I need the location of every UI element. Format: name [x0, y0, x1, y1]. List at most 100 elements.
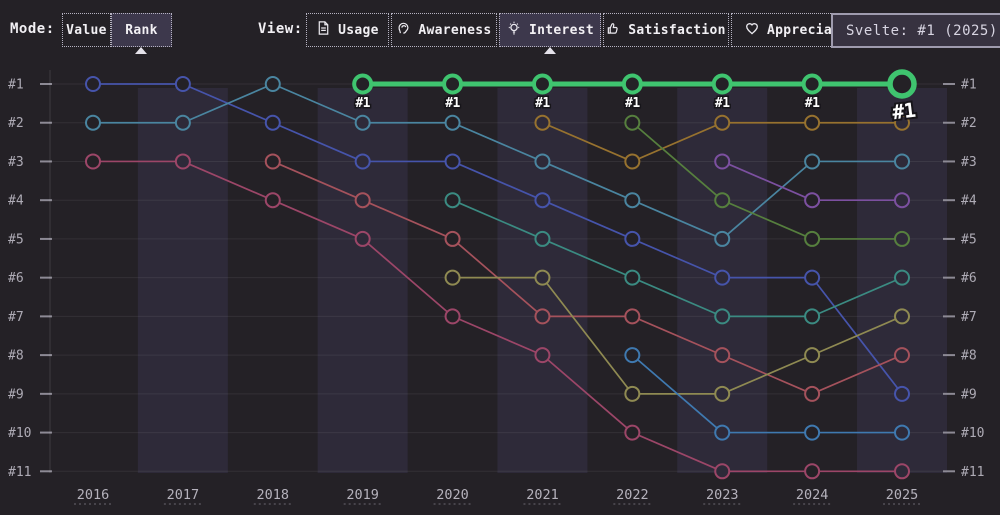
view-tab-interest[interactable]: Interest	[499, 13, 601, 47]
data-point-series-indigo-2025[interactable]	[894, 385, 911, 402]
view-tab-awareness[interactable]: Awareness	[391, 13, 497, 47]
data-point-Svelte-2019[interactable]	[352, 73, 374, 95]
data-point-series-teal-2021[interactable]	[534, 153, 551, 170]
data-point-series-rose-2025[interactable]	[894, 463, 911, 480]
data-point-series-seagreen-2022[interactable]	[624, 269, 641, 286]
data-point-series-red-2024[interactable]	[804, 385, 821, 402]
data-point-series-teal-2019[interactable]	[354, 114, 371, 131]
data-point-series-purple-2024[interactable]	[804, 192, 821, 209]
data-point-series-rose-2023[interactable]	[714, 463, 731, 480]
data-point-series-teal-2016[interactable]	[85, 114, 101, 131]
data-point-series-indigo-2021[interactable]	[534, 192, 551, 209]
data-point-series-brown-2024[interactable]	[804, 114, 821, 131]
series-line-series-steelblue	[631, 354, 903, 434]
data-point-series-rose-2024[interactable]	[804, 463, 821, 480]
data-point-Svelte-2023[interactable]	[711, 73, 733, 95]
data-point-series-indigo-2022[interactable]	[624, 230, 641, 247]
data-point-Svelte-2020[interactable]	[442, 73, 464, 95]
data-point-Svelte-2021[interactable]	[531, 73, 553, 95]
data-point-series-rose-2017[interactable]	[174, 153, 191, 170]
data-point-series-seagreen-2023[interactable]	[714, 308, 731, 325]
selected-mode-caret-icon	[135, 47, 147, 54]
year-label-2024[interactable]: 2024	[796, 487, 829, 503]
year-label-2023[interactable]: 2023	[706, 487, 739, 503]
series-line-series-red	[272, 160, 903, 395]
data-point-series-red-2025[interactable]	[894, 347, 911, 364]
year-label-2021[interactable]: 2021	[526, 487, 559, 503]
data-point-series-red-2023[interactable]	[714, 347, 731, 364]
data-point-series-khaki-2023[interactable]	[714, 385, 731, 402]
data-point-series-red-2021[interactable]	[534, 308, 551, 325]
data-point-series-teal-2018[interactable]	[264, 76, 281, 92]
rank-label-right: #10	[961, 426, 984, 441]
data-point-series-purple-2025[interactable]	[894, 192, 911, 209]
year-label-2025[interactable]: 2025	[886, 487, 919, 503]
data-point-series-rose-2020[interactable]	[444, 308, 461, 325]
year-label-2016[interactable]: 2016	[77, 487, 110, 503]
mode-button-rank[interactable]: Rank	[111, 13, 172, 47]
data-point-series-indigo-2020[interactable]	[444, 153, 461, 170]
view-tab-usage[interactable]: Usage	[306, 13, 389, 47]
data-point-series-seagreen-2021[interactable]	[534, 230, 551, 247]
view-tab-satisfaction[interactable]: Satisfaction	[603, 13, 729, 47]
data-point-series-seagreen-2020[interactable]	[444, 192, 461, 209]
data-point-series-indigo-2023[interactable]	[714, 269, 731, 286]
data-point-series-red-2020[interactable]	[444, 230, 461, 247]
data-point-series-indigo-2016[interactable]	[85, 76, 101, 92]
data-point-series-seagreen-2025[interactable]	[894, 269, 911, 286]
data-point-series-rose-2022[interactable]	[624, 424, 641, 441]
data-point-series-teal-2022[interactable]	[624, 192, 641, 209]
data-point-series-steelblue-2022[interactable]	[624, 347, 641, 364]
data-point-series-indigo-2017[interactable]	[174, 76, 191, 92]
data-point-series-teal-2017[interactable]	[174, 114, 191, 131]
data-point-series-khaki-2022[interactable]	[624, 385, 641, 402]
data-point-series-brown-2023[interactable]	[714, 114, 731, 131]
data-point-series-red-2022[interactable]	[624, 308, 641, 325]
data-point-Svelte-2025[interactable]	[887, 69, 917, 99]
year-label-2020[interactable]: 2020	[436, 487, 469, 503]
year-label-2017[interactable]: 2017	[167, 487, 200, 503]
year-label-2018[interactable]: 2018	[257, 487, 290, 503]
toolbar: Mode: Value Rank View: Usage Awareness	[0, 0, 1000, 55]
data-point-series-teal-2025[interactable]	[894, 153, 911, 170]
data-point-series-khaki-2024[interactable]	[804, 347, 821, 364]
data-point-series-green-2024[interactable]	[804, 230, 821, 247]
data-point-series-khaki-2020[interactable]	[444, 269, 461, 286]
rank-label-right: #6	[961, 271, 977, 286]
data-point-series-rose-2019[interactable]	[354, 230, 371, 247]
data-point-series-brown-2021[interactable]	[534, 114, 551, 131]
svelte-rank-annotation-2019: #1	[355, 96, 370, 111]
data-point-series-teal-2023[interactable]	[714, 230, 731, 247]
data-point-series-steelblue-2024[interactable]	[804, 424, 821, 441]
data-point-series-purple-2023[interactable]	[714, 153, 731, 170]
data-point-series-teal-2024[interactable]	[804, 153, 821, 170]
data-point-series-khaki-2025[interactable]	[894, 308, 911, 325]
data-point-series-indigo-2018[interactable]	[264, 114, 281, 131]
data-point-series-green-2022[interactable]	[624, 114, 641, 131]
data-point-series-brown-2025[interactable]	[894, 114, 911, 131]
data-point-Svelte-2022[interactable]	[621, 73, 643, 95]
data-point-series-rose-2021[interactable]	[534, 347, 551, 364]
data-point-Svelte-2024[interactable]	[801, 73, 823, 95]
data-point-series-steelblue-2023[interactable]	[714, 424, 731, 441]
data-point-series-red-2018[interactable]	[264, 153, 281, 170]
data-point-series-teal-2020[interactable]	[444, 114, 461, 131]
data-point-series-rose-2016[interactable]	[85, 153, 101, 170]
data-point-series-rose-2018[interactable]	[264, 192, 281, 209]
year-label-2022[interactable]: 2022	[616, 487, 649, 503]
data-point-series-green-2025[interactable]	[894, 230, 911, 247]
ear-icon	[396, 20, 411, 40]
data-point-series-green-2023[interactable]	[714, 192, 731, 209]
data-point-series-seagreen-2024[interactable]	[804, 308, 821, 325]
data-point-series-red-2019[interactable]	[354, 192, 371, 209]
year-band-2019	[317, 88, 408, 473]
data-point-series-brown-2022[interactable]	[624, 153, 641, 170]
document-icon	[316, 20, 331, 40]
mode-button-value[interactable]: Value	[62, 13, 111, 47]
data-point-series-indigo-2024[interactable]	[804, 269, 821, 286]
data-point-series-steelblue-2025[interactable]	[894, 424, 911, 441]
rank-bump-chart: #1 #1 #2 #2 #3 #3 #4 #4 #5 #5 #6 #6 #7 #7 #8 #8 #9 #9 #10 #…	[8, 69, 984, 505]
year-label-2019[interactable]: 2019	[346, 487, 379, 503]
data-point-series-indigo-2019[interactable]	[354, 153, 371, 170]
data-point-series-khaki-2021[interactable]	[534, 269, 551, 286]
